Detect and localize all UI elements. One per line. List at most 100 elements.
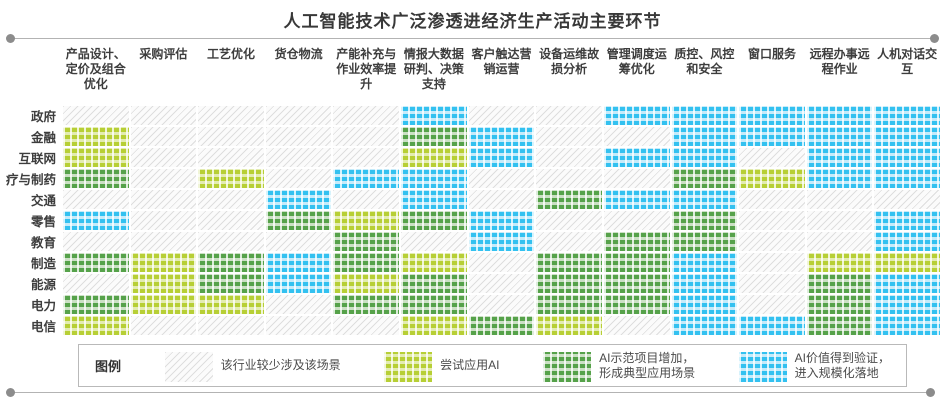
- cell-pattern-level-0: [198, 190, 264, 209]
- grid-cell: [468, 147, 536, 168]
- cell-pattern-level-0: [63, 106, 129, 125]
- cell-pattern-level-2: [603, 295, 670, 314]
- grid-cell: [130, 147, 198, 168]
- column-header: 远程办事远程作业: [809, 47, 870, 76]
- legend-item: 尝试应用AI: [383, 351, 500, 382]
- grid-cell: [535, 189, 603, 210]
- grid-cell: [873, 252, 941, 273]
- grid-cell: [603, 231, 671, 252]
- grid-cell: [197, 168, 265, 189]
- grid-cell: [671, 168, 739, 189]
- cell-pattern-level-2: [198, 274, 264, 293]
- grid-cell: [535, 294, 603, 315]
- column-header: 工艺优化: [207, 47, 256, 61]
- grid-cell: [671, 147, 739, 168]
- cell-pattern-level-0: [130, 127, 197, 146]
- cell-pattern-level-2: [603, 232, 670, 251]
- cell-pattern-level-0: [198, 148, 264, 167]
- grid-cell: [265, 210, 333, 231]
- grid-cell: [400, 231, 468, 252]
- grid-cell: [130, 210, 198, 231]
- grid-cell: [332, 294, 400, 315]
- grid-cell: [400, 315, 468, 336]
- grid-cell: [197, 189, 265, 210]
- grid-cell: [738, 126, 806, 147]
- grid-cell: [62, 105, 130, 126]
- grid-cell: [400, 147, 468, 168]
- legend-item: AI价值得到验证， 进入规模化落地: [738, 350, 890, 382]
- cell-pattern-level-0: [265, 169, 332, 188]
- cell-pattern-level-3: [333, 169, 400, 188]
- legend-item-label: AI价值得到验证， 进入规模化落地: [794, 350, 890, 380]
- cell-pattern-level-1: [536, 316, 602, 335]
- cell-pattern-level-0: [536, 106, 602, 125]
- cell-pattern-level-3: [401, 190, 467, 209]
- top-rule: [6, 34, 939, 43]
- grid-cell: [332, 231, 400, 252]
- grid-cell: [332, 126, 400, 147]
- cell-pattern-level-2: [671, 211, 738, 230]
- row-label: 零售: [30, 215, 56, 229]
- cell-pattern-level-0: [739, 232, 805, 251]
- grid-cell: [671, 126, 739, 147]
- grid-cell: [671, 273, 739, 294]
- cell-pattern-level-2: [671, 169, 738, 188]
- grid-cell: [468, 231, 536, 252]
- bottom-rule: [6, 388, 935, 397]
- cell-pattern-level-3: [603, 190, 670, 209]
- cell-pattern-level-0: [603, 127, 670, 146]
- grid-cell: [130, 126, 198, 147]
- cell-pattern-level-1: [401, 253, 467, 272]
- grid-cell: [873, 315, 941, 336]
- cell-pattern-level-0: [265, 127, 332, 146]
- cell-pattern-level-2: [468, 316, 535, 335]
- cell-pattern-level-3: [739, 106, 805, 125]
- cell-pattern-level-2: [603, 253, 670, 272]
- grid-cell: [265, 294, 333, 315]
- legend-item-label: 该行业较少涉及该场景: [220, 358, 341, 372]
- grid-cell: [738, 315, 806, 336]
- grid-cell: [265, 126, 333, 147]
- grid-cell: [468, 273, 536, 294]
- grid-cell: [468, 315, 536, 336]
- grid-cell: [806, 315, 874, 336]
- grid-corner: [0, 46, 62, 105]
- cell-pattern-level-3: [671, 106, 738, 125]
- cell-pattern-level-0: [739, 148, 805, 167]
- grid-cell: [671, 252, 739, 273]
- grid-cell: [738, 168, 806, 189]
- cell-pattern-level-2: [806, 316, 873, 335]
- grid-cell: [130, 105, 198, 126]
- cell-pattern-level-1: [333, 211, 400, 230]
- cell-pattern-level-0: [536, 148, 602, 167]
- grid-cell: [806, 189, 874, 210]
- grid-cell: [738, 210, 806, 231]
- cell-pattern-level-0: [63, 190, 129, 209]
- cell-pattern-level-0: [198, 232, 264, 251]
- cell-pattern-level-0: [739, 274, 805, 293]
- cell-pattern-level-0: [468, 253, 535, 272]
- cell-pattern-level-1: [198, 295, 264, 314]
- grid-cell: [738, 294, 806, 315]
- row-label: 能源: [30, 278, 56, 292]
- legend-item: 该行业较少涉及该场景: [164, 351, 341, 382]
- grid-cell: [603, 126, 671, 147]
- cell-pattern-level-0: [130, 190, 197, 209]
- cell-pattern-level-0: [130, 316, 197, 335]
- grid-cell: [265, 252, 333, 273]
- grid-cell: [332, 273, 400, 294]
- grid-cell: [332, 105, 400, 126]
- grid-cell: [400, 126, 468, 147]
- cell-pattern-level-3: [806, 106, 873, 125]
- grid-cell: [603, 189, 671, 210]
- grid-cell: [130, 231, 198, 252]
- grid-cell: [535, 168, 603, 189]
- grid-cell: [130, 168, 198, 189]
- cell-pattern-level-3: [874, 232, 940, 251]
- grid-cell: [62, 231, 130, 252]
- cell-pattern-level-0: [874, 190, 940, 209]
- cell-pattern-level-2: [536, 253, 602, 272]
- grid-cell: [603, 168, 671, 189]
- grid-cell: [738, 105, 806, 126]
